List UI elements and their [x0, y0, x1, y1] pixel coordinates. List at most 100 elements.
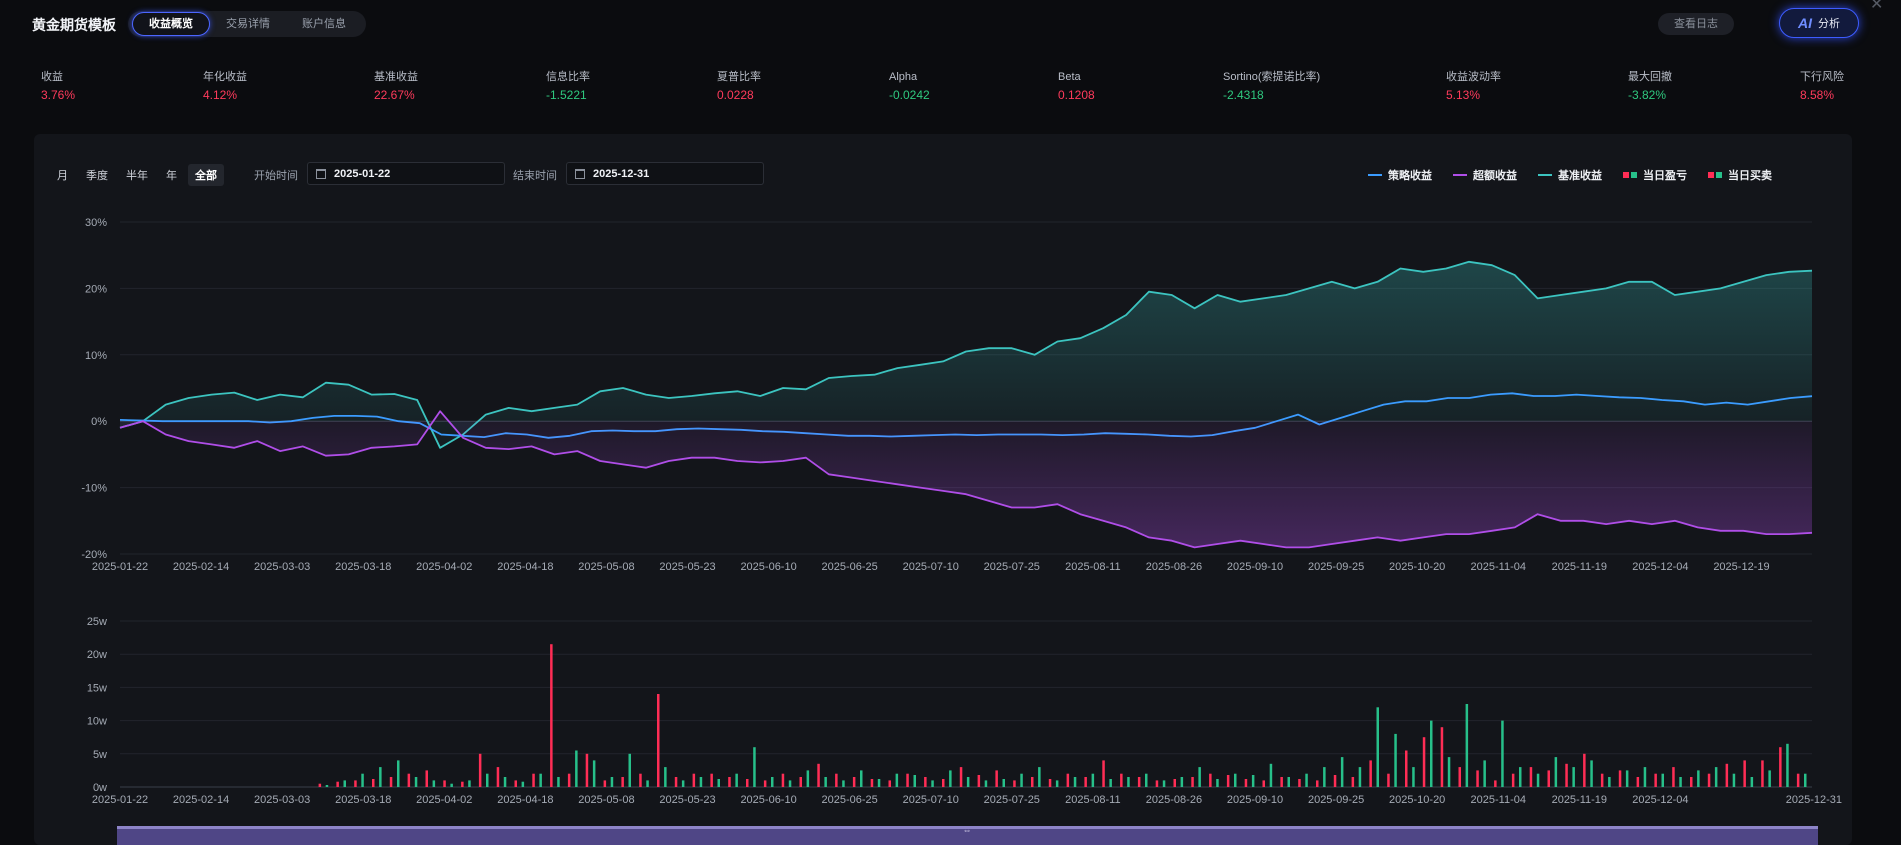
bar	[717, 779, 720, 787]
bar	[860, 770, 863, 787]
legend-daily-trades[interactable]: 当日买卖	[1708, 167, 1772, 183]
period-selector: 月 季度 半年 年 全部	[50, 164, 224, 186]
end-date-input[interactable]: 2025-12-31	[566, 162, 764, 185]
zoom-slider-top-edge	[117, 826, 1818, 829]
bar	[699, 777, 703, 787]
bar	[1351, 777, 1355, 787]
legend-line-icon	[1538, 174, 1552, 176]
bar	[1618, 770, 1622, 787]
bar	[1804, 773, 1807, 787]
bar	[710, 773, 713, 787]
bar	[1305, 773, 1308, 787]
bar	[1536, 773, 1540, 787]
y-tick-label: 10w	[87, 716, 107, 728]
bar	[1198, 767, 1201, 787]
bar	[1102, 760, 1105, 787]
x-tick-label: 2025-11-19	[1552, 794, 1607, 806]
bar	[585, 753, 589, 787]
bar	[1280, 777, 1283, 787]
bar	[664, 767, 667, 787]
y-tick-label: 15w	[87, 682, 107, 694]
bar	[1048, 779, 1052, 787]
bar	[550, 644, 553, 787]
period-month[interactable]: 月	[57, 170, 68, 182]
metric-label: Beta	[1058, 71, 1081, 83]
bar	[1636, 777, 1640, 787]
metric-volatility: 收益波动率 5.13%	[1446, 70, 1501, 103]
legend-excess-return[interactable]: 超额收益	[1453, 167, 1517, 183]
bar	[407, 773, 411, 787]
close-icon[interactable]: ✕	[1870, 0, 1884, 13]
x-tick-label: 2025-06-25	[822, 561, 878, 573]
metric-max-drawdown: 最大回撤 -3.82%	[1628, 70, 1672, 103]
end-date-label: 结束时间	[513, 170, 557, 182]
bar	[1002, 779, 1005, 787]
bar	[468, 780, 471, 787]
metric-label: 下行风险	[1800, 71, 1844, 83]
period-year[interactable]: 年	[166, 170, 177, 182]
x-tick-label: 2025-03-18	[335, 561, 391, 573]
bar	[1405, 750, 1408, 787]
x-tick-label: 2025-04-18	[497, 561, 553, 573]
x-tick-label: 2025-09-25	[1308, 794, 1364, 806]
metric-label: 最大回撤	[1628, 71, 1672, 83]
bar	[1750, 777, 1754, 787]
bar	[389, 777, 393, 787]
bar	[486, 773, 489, 787]
bar	[1422, 737, 1426, 787]
legend-label: 策略收益	[1388, 170, 1432, 182]
bar	[1226, 775, 1230, 787]
bar	[1679, 777, 1682, 787]
bar	[1412, 767, 1415, 787]
start-date-input[interactable]: 2025-01-22	[307, 162, 505, 185]
bar	[425, 770, 428, 787]
bar	[692, 773, 696, 787]
period-half-year[interactable]: 半年	[126, 170, 148, 182]
tab-overview[interactable]: 收益概览	[132, 12, 210, 36]
legend-daily-pnl[interactable]: 当日盈亏	[1623, 167, 1687, 183]
x-tick-label: 2025-12-04	[1632, 561, 1688, 573]
bar	[575, 750, 578, 787]
period-all[interactable]: 全部	[188, 164, 224, 186]
y-tick-label: 5w	[93, 749, 107, 761]
legend-strategy-return[interactable]: 策略收益	[1368, 167, 1432, 183]
metric-label: 收益波动率	[1446, 71, 1501, 83]
series-line	[119, 260, 1813, 449]
metric-label: Sortino(索提诺比率)	[1223, 71, 1321, 83]
metric-downside-risk: 下行风险 8.58%	[1800, 70, 1844, 103]
y-tick-label: 25w	[87, 616, 107, 628]
bar	[1137, 777, 1141, 787]
tab-trade-details[interactable]: 交易详情	[226, 18, 270, 30]
bar	[592, 760, 596, 787]
bar	[799, 777, 802, 787]
bar	[842, 780, 845, 787]
metric-value: -3.82%	[1628, 88, 1667, 102]
tab-account-info[interactable]: 账户信息	[302, 18, 346, 30]
view-log-button[interactable]: 查看日志	[1658, 13, 1734, 35]
bar	[1796, 773, 1800, 787]
series-line	[119, 410, 1813, 549]
bar	[432, 780, 436, 787]
ai-analysis-button[interactable]: AI 分析	[1779, 8, 1859, 38]
bar	[1020, 773, 1023, 787]
period-quarter[interactable]: 季度	[86, 170, 108, 182]
legend-benchmark-return[interactable]: 基准收益	[1538, 167, 1602, 183]
x-tick-label: 2025-09-25	[1308, 561, 1364, 573]
metric-return: 收益 3.76%	[41, 70, 75, 103]
bar	[343, 780, 346, 787]
bar	[1358, 767, 1362, 787]
bar	[1234, 773, 1237, 787]
x-tick-label: 2025-08-11	[1065, 561, 1120, 573]
ai-analysis-label: 分析	[1818, 18, 1840, 30]
bar	[728, 777, 731, 787]
metric-alpha: Alpha -0.0242	[889, 70, 930, 103]
legend-label: 当日盈亏	[1643, 170, 1687, 182]
x-tick-label: 2025-04-18	[497, 794, 553, 806]
x-tick-label: 2025-10-20	[1389, 561, 1445, 573]
bar	[1672, 767, 1675, 787]
bar	[1572, 767, 1575, 787]
bar	[949, 770, 952, 787]
legend-square-icon	[1716, 172, 1722, 178]
bar	[788, 780, 792, 787]
x-tick-label: 2025-07-25	[984, 561, 1040, 573]
